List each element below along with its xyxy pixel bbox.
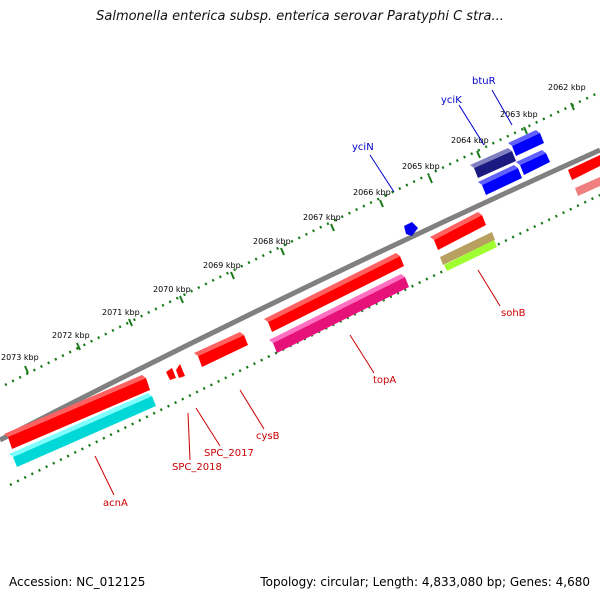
map-title: Salmonella enterica subsp. enterica sero… [96,9,504,24]
tick-label: 2068 kbp [253,237,291,246]
gene-yciN-shape [404,222,418,236]
gene-topA-shape [264,253,409,353]
outer-scale-ring [4,90,600,387]
gene-right-red [568,155,600,196]
gene-sohB-shape [430,212,497,271]
gene-label-acnA: acnA [103,498,128,509]
tick-label: 2066 kbp [353,188,391,197]
gene-label-yciK: yciK [441,95,462,106]
tick-label: 2063 kbp [500,110,538,119]
tick-label: 2072 kbp [52,331,90,340]
tick-label: 2071 kbp [102,308,140,317]
tick-labels: 2062 kbp 2063 kbp 2064 kbp 2065 kbp 2066… [1,83,586,362]
gene-SPC-shapes [166,364,185,380]
tick-label: 2069 kbp [203,261,241,270]
gene-label-cysB: cysB [256,431,280,442]
tick-label: 2067 kbp [303,213,341,222]
major-ticks [24,102,575,374]
gene-label-yciN: yciN [352,142,374,153]
gene-blue-pair [478,150,550,195]
gene-acnA-shape [4,375,156,467]
gene-yciK-shape [470,148,516,178]
gene-label-SPC_2017: SPC_2017 [204,448,254,459]
gene-btuR-shape [508,130,544,156]
label-leaders [94,89,513,496]
gene-cysB-shape [194,332,248,367]
tick-label: 2065 kbp [402,162,440,171]
gene-label-btuR: btuR [472,76,496,87]
gene-label-topA: topA [373,375,396,386]
tick-label: 2062 kbp [548,83,586,92]
tick-label: 2073 kbp [1,353,39,362]
gene-label-sohB: sohB [501,308,526,319]
gene-label-SPC_2018: SPC_2018 [172,462,222,473]
tick-label: 2070 kbp [153,285,191,294]
tick-label: 2064 kbp [451,136,489,145]
inner-scale-ring [9,193,600,487]
genome-backbone [0,147,600,443]
accession-text: Accession: NC_012125 [9,575,146,589]
topology-text: Topology: circular; Length: 4,833,080 bp… [260,575,590,589]
